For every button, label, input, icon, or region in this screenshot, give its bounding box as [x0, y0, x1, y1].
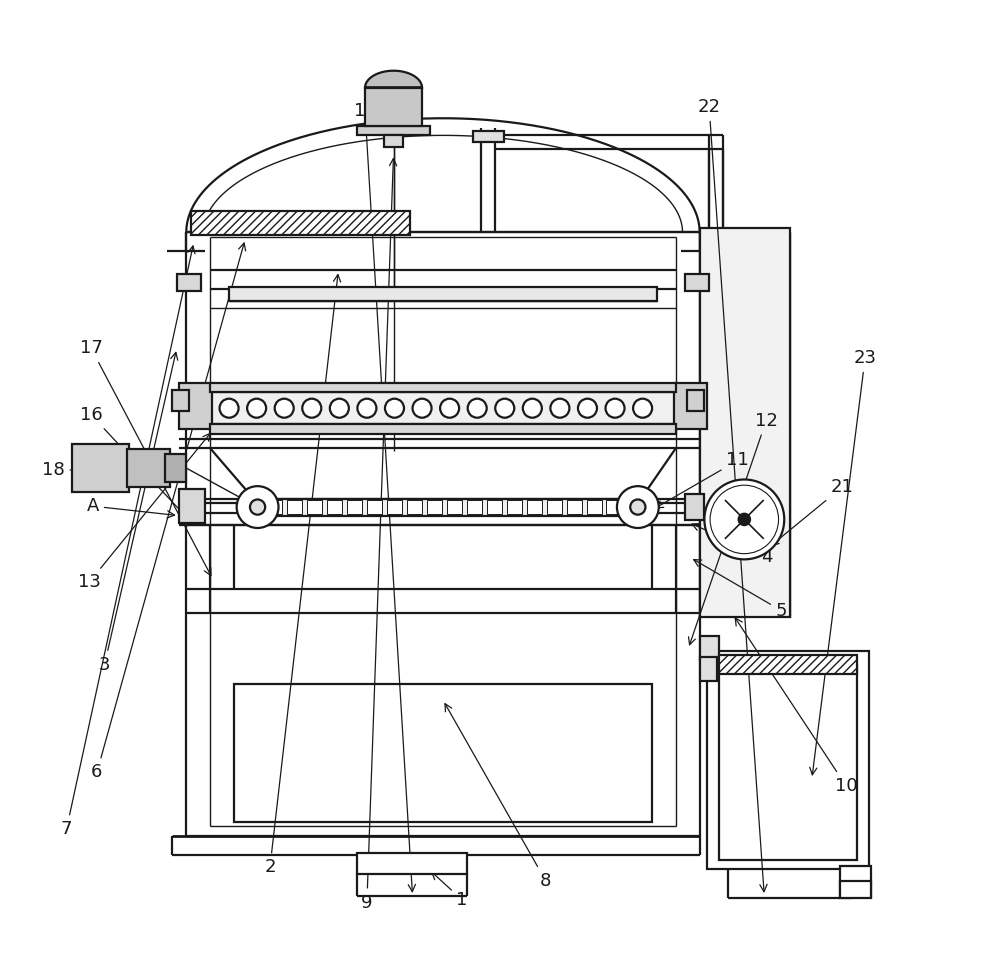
Bar — [719, 655, 856, 674]
Bar — [606, 501, 622, 514]
Text: 4: 4 — [692, 524, 773, 567]
Circle shape — [275, 399, 294, 418]
Circle shape — [413, 399, 432, 418]
Bar — [507, 501, 522, 514]
Text: A: A — [86, 497, 175, 518]
Circle shape — [330, 399, 349, 418]
Bar — [840, 866, 871, 883]
Bar — [700, 227, 790, 618]
Circle shape — [237, 486, 278, 528]
Bar — [258, 499, 638, 516]
Circle shape — [250, 500, 265, 515]
Text: 19: 19 — [354, 102, 415, 892]
Polygon shape — [365, 71, 422, 88]
Bar — [365, 88, 422, 126]
Bar — [427, 501, 442, 514]
Bar — [407, 501, 422, 514]
Text: 2: 2 — [264, 274, 341, 877]
Bar — [467, 501, 482, 514]
Text: 5: 5 — [694, 559, 787, 620]
Bar — [547, 501, 562, 514]
Text: 23: 23 — [810, 349, 877, 775]
Bar — [127, 449, 170, 487]
Circle shape — [468, 399, 487, 418]
Text: 17: 17 — [80, 339, 211, 575]
Text: 22: 22 — [698, 98, 767, 892]
Bar — [685, 494, 704, 521]
Bar — [719, 665, 856, 860]
Text: 6: 6 — [91, 243, 246, 782]
Bar — [210, 425, 676, 433]
Bar — [179, 383, 212, 429]
Bar — [177, 274, 201, 292]
Bar — [487, 501, 502, 514]
Text: 12: 12 — [689, 411, 778, 644]
Bar — [307, 501, 322, 514]
Bar — [229, 287, 657, 301]
Circle shape — [739, 514, 750, 526]
Bar — [700, 637, 719, 660]
Circle shape — [523, 399, 542, 418]
Bar — [367, 501, 382, 514]
Text: 9: 9 — [361, 158, 397, 912]
Bar — [357, 126, 430, 135]
Bar — [674, 383, 707, 429]
Bar — [210, 392, 676, 425]
Text: 18: 18 — [42, 461, 123, 479]
Circle shape — [710, 485, 779, 553]
Bar — [685, 274, 709, 292]
Circle shape — [630, 500, 645, 515]
Bar — [384, 135, 403, 147]
Bar — [191, 211, 410, 235]
Circle shape — [385, 399, 404, 418]
Bar — [447, 501, 462, 514]
Circle shape — [302, 399, 321, 418]
Bar — [287, 501, 302, 514]
Bar — [179, 489, 205, 524]
Bar — [357, 854, 467, 874]
Bar — [527, 501, 542, 514]
Circle shape — [617, 486, 659, 528]
Text: 13: 13 — [78, 433, 210, 591]
Bar — [707, 650, 869, 869]
Circle shape — [704, 480, 784, 559]
Text: 21: 21 — [771, 479, 854, 546]
Text: 16: 16 — [80, 406, 191, 522]
Bar — [72, 444, 129, 492]
Bar — [567, 501, 582, 514]
Circle shape — [247, 399, 266, 418]
Bar — [165, 454, 186, 482]
Circle shape — [220, 399, 239, 418]
Text: 7: 7 — [61, 246, 195, 838]
Bar — [347, 501, 362, 514]
Text: 10: 10 — [735, 618, 857, 795]
Bar — [267, 501, 282, 514]
Bar — [840, 880, 871, 898]
Text: 1: 1 — [432, 872, 468, 909]
Bar — [587, 501, 602, 514]
Bar — [327, 501, 342, 514]
Bar — [687, 390, 704, 411]
Text: 8: 8 — [445, 704, 551, 890]
Circle shape — [633, 399, 652, 418]
Bar — [210, 383, 676, 392]
Circle shape — [578, 399, 597, 418]
Bar — [172, 390, 189, 411]
Bar — [700, 657, 717, 681]
Bar — [473, 130, 504, 142]
Circle shape — [440, 399, 459, 418]
Bar — [387, 501, 402, 514]
Circle shape — [495, 399, 514, 418]
Circle shape — [606, 399, 625, 418]
Circle shape — [357, 399, 376, 418]
Text: 3: 3 — [99, 352, 178, 674]
Text: 11: 11 — [656, 452, 749, 508]
Bar — [234, 684, 652, 822]
Circle shape — [550, 399, 569, 418]
